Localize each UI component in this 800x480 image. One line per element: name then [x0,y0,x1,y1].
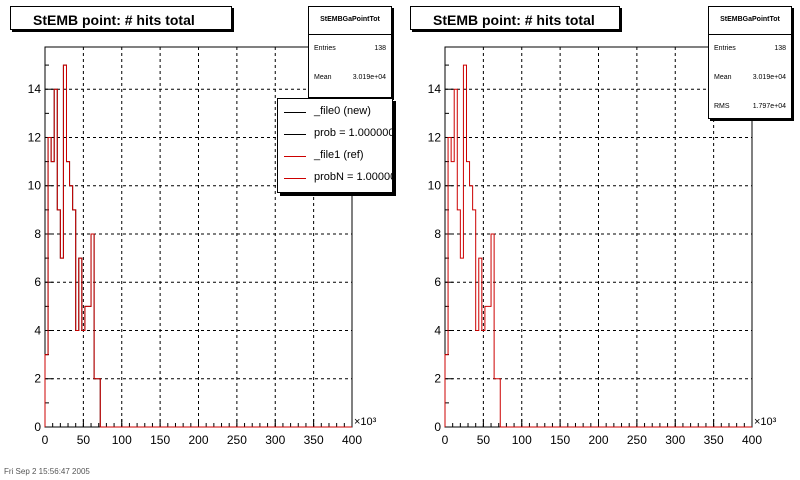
x-tick-label: 0 [42,433,49,447]
x-tick-label: 50 [77,433,91,447]
x-tick-label: 200 [588,433,608,447]
stats-row-entries: Entries 138 [714,45,786,52]
x-tick-label: 100 [112,433,132,447]
y-tick-label: 10 [28,179,42,193]
stats-label: RMS [714,103,730,110]
legend-line-black [284,112,306,113]
stats-label: Mean [714,74,732,81]
legend-line-red [284,156,306,157]
stats-divider [309,34,391,35]
y-tick-label: 8 [34,227,41,241]
histogram-title: StEMB point: # hits total [410,6,620,30]
x-tick-label: 350 [304,433,324,447]
x-axis-title: st_physics_6048025_raw_1020002 [134,458,330,460]
y-tick-label: 0 [34,420,41,434]
legend-label: probN = 1.000000 [314,171,392,183]
stats-label: Entries [314,45,336,52]
y-tick-label: 12 [28,130,42,144]
histogram-pad-left: 0 50 100 150 200 250 300 350 400 0 2 4 6 8 10 12 14 ×10³ s… [0,0,400,460]
y-tick-label: 14 [428,82,442,96]
y-tick-label: 4 [34,323,41,337]
stats-name: StEMBGaPointTot [320,16,380,23]
footer-timestamp: Fri Sep 2 15:56:47 2005 [4,467,90,476]
histogram-series-line [44,64,352,428]
legend-label: _file1 (ref) [314,149,364,161]
legend-line-red [284,178,306,179]
y-tick-label: 2 [434,372,441,386]
x-tick-label: 250 [627,433,647,447]
stats-box: StEMBGaPointTot Entries 138 Mean 3.019e+… [708,6,792,119]
x-exponent-label: ×10³ [354,416,377,428]
x-tick-label: 350 [704,433,724,447]
stats-box: StEMBGaPointTot Entries 138 Mean 3.019e+… [308,6,392,98]
x-tick-label: 250 [227,433,247,447]
stats-value: 1.797e+04 [752,103,786,110]
y-tick-label: 14 [28,82,42,96]
legend-line-black [284,134,306,135]
x-tick-label: 400 [742,433,762,447]
x-tick-label: 100 [512,433,532,447]
y-tick-label: 12 [428,130,442,144]
x-tick-label: 300 [665,433,685,447]
stats-row-entries: Entries 138 [314,45,386,52]
histogram-plot-right: 0 50 100 150 200 250 300 350 400 0 2 4 6 8 10 12 14 ×10³ d… [428,46,777,460]
x-tick-label: 150 [150,433,170,447]
plot-frame [444,46,753,428]
y-tick-label: 4 [434,323,441,337]
y-tick-label: 6 [434,275,441,289]
stats-divider [709,34,791,35]
x-tick-label: 50 [477,433,491,447]
x-exponent-label: ×10³ [754,416,777,428]
x-tick-label: 150 [550,433,570,447]
stats-value: 138 [374,45,386,52]
stats-label: Entries [714,45,736,52]
stats-row-mean: Mean 3.019e+04 [314,74,386,81]
y-tick-label: 0 [434,420,441,434]
legend: _file0 (new) prob = 1.000000 _file1 (ref… [277,98,393,193]
stats-row-rms: RMS 1.797e+04 [714,103,786,110]
stats-row-mean: Mean 3.019e+04 [714,74,786,81]
stats-value: 138 [774,45,786,52]
stats-value: 3.019e+04 [752,74,786,81]
x-tick-label: 200 [188,433,208,447]
legend-label: _file0 (new) [314,105,371,117]
x-tick-label: 0 [442,433,449,447]
histogram-title: StEMB point: # hits total [10,6,232,30]
y-tick-label: 2 [34,372,41,386]
y-tick-label: 10 [428,179,442,193]
stats-label: Mean [314,74,332,81]
x-tick-label: 400 [342,433,362,447]
x-tick-label: 300 [265,433,285,447]
x-axis-title: dev/daq_sl302/Sat/year_2005/CuCu200_MinB… [453,458,730,460]
histogram-pad-right: 0 50 100 150 200 250 300 350 400 0 2 4 6 8 10 12 14 ×10³ d… [400,0,800,460]
histogram-series-line [444,64,752,428]
y-tick-label: 8 [434,227,441,241]
stats-name: StEMBGaPointTot [720,16,780,23]
stats-value: 3.019e+04 [352,74,386,81]
y-tick-label: 6 [34,275,41,289]
legend-label: prob = 1.000000 [314,127,393,139]
